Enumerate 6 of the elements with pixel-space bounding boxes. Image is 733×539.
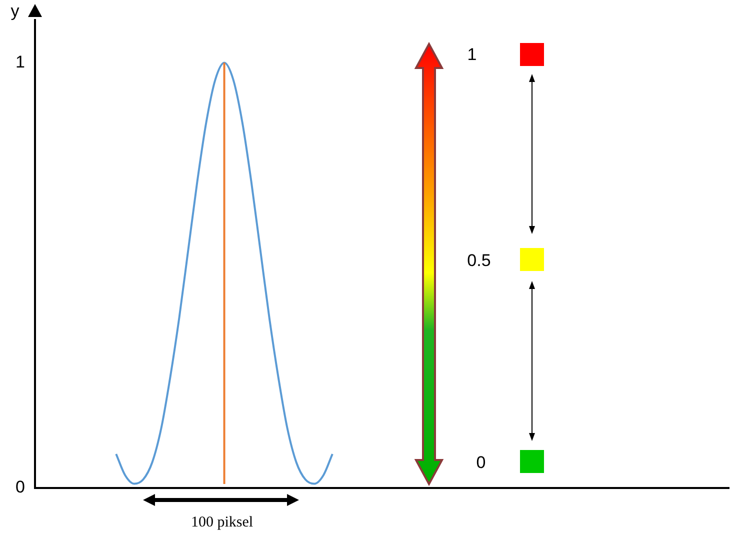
annotation: 0.5 (467, 251, 491, 271)
y-axis-title: y (10, 2, 20, 21)
line-series (115, 62, 334, 485)
text: 100 piksel (190, 514, 254, 532)
annotation: 1 (467, 45, 477, 65)
annotation: 0 (476, 453, 486, 473)
